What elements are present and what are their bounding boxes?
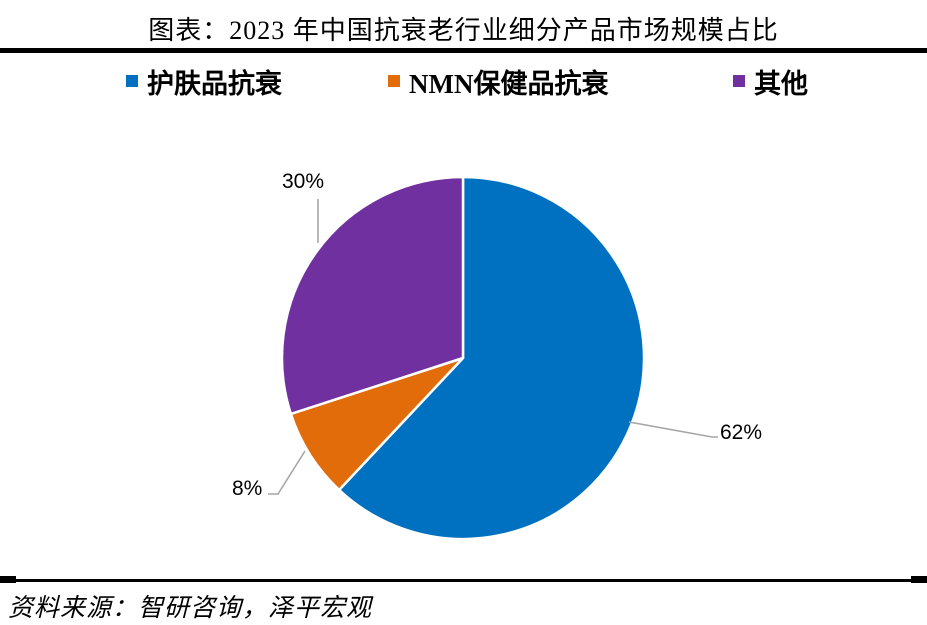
legend-label-other: 其他: [754, 68, 808, 99]
legend-label-skincare: 护肤品抗衰: [147, 68, 282, 99]
legend: 护肤品抗衰 NMN保健品抗衰 其他: [0, 62, 927, 100]
legend-swatch-skincare-icon: [126, 75, 138, 87]
legend-item-other: 其他: [733, 62, 808, 100]
legend-item-skincare: 护肤品抗衰: [126, 62, 282, 100]
legend-swatch-nmn-icon: [388, 75, 400, 87]
data-label-other: 30%: [282, 170, 325, 193]
chart-title: 图表：2023 年中国抗衰老行业细分产品市场规模占比: [148, 16, 779, 45]
data-label-nmn: 8%: [232, 477, 263, 500]
title-separator-rule: [0, 48, 927, 53]
pie-slice-1: [289, 356, 465, 492]
leader-line-62: [628, 421, 718, 438]
footer-separator-rule: [0, 579, 927, 582]
leader-line-8: [268, 450, 306, 495]
footer-rule-right-cap: [911, 576, 927, 583]
legend-item-nmn: NMN保健品抗衰: [388, 62, 608, 100]
source-note: 资料来源：智研咨询，泽平宏观: [8, 595, 373, 622]
legend-swatch-other-icon: [733, 75, 745, 87]
footer-rule-left-cap: [0, 576, 16, 583]
pie-slice-2: [280, 175, 465, 416]
pie-slice-0: [337, 175, 646, 541]
data-label-skincare: 62%: [720, 421, 763, 444]
legend-label-nmn: NMN保健品抗衰: [409, 68, 609, 99]
